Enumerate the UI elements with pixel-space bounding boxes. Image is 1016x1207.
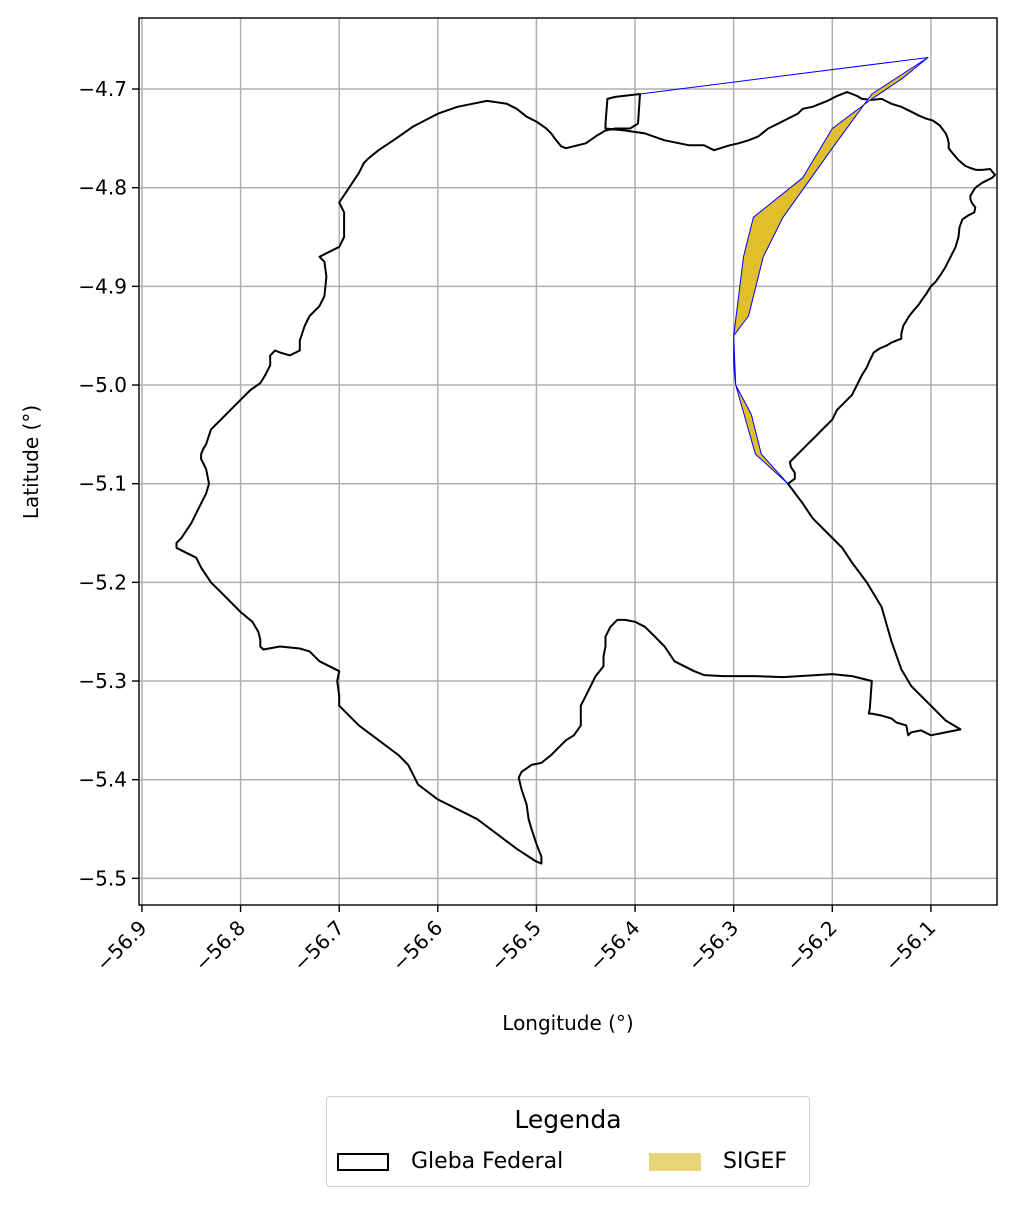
legend-entry-sigef: SIGEF (649, 1149, 787, 1174)
y-tick-label: −5.4 (78, 768, 127, 792)
legend-swatch-sigef (649, 1152, 701, 1171)
y-axis-label: Latitude (°) (19, 405, 43, 519)
legend-entry-gleba-federal: Gleba Federal (337, 1149, 563, 1174)
y-tick-label: −5.5 (78, 866, 127, 890)
plot-frame (138, 17, 998, 906)
map-layers (175, 57, 996, 865)
y-tick-label: −5.0 (78, 373, 127, 397)
legend-title: Legenda (514, 1105, 622, 1134)
legend-swatch-gleba-federal (337, 1152, 389, 1171)
gleba-federal-polygon (175, 91, 996, 865)
x-axis-label: Longitude (°) (502, 1011, 633, 1035)
layer-gleba-federal (175, 91, 996, 865)
y-tick-label: −5.3 (78, 669, 127, 693)
legend: Legenda Gleba Federal SIGEF (326, 1096, 810, 1187)
sigef-polygon (639, 57, 929, 485)
legend-label-sigef: SIGEF (723, 1149, 788, 1174)
layer-sigef (639, 57, 929, 485)
legend-label-gleba-federal: Gleba Federal (411, 1149, 564, 1174)
grid-lines (139, 18, 997, 905)
y-tick-label: −4.9 (78, 274, 127, 298)
y-tick-label: −5.2 (78, 570, 127, 594)
y-tick-label: −4.8 (78, 176, 127, 200)
y-tick-label: −4.7 (78, 77, 127, 101)
y-tick-label: −5.1 (78, 472, 127, 496)
